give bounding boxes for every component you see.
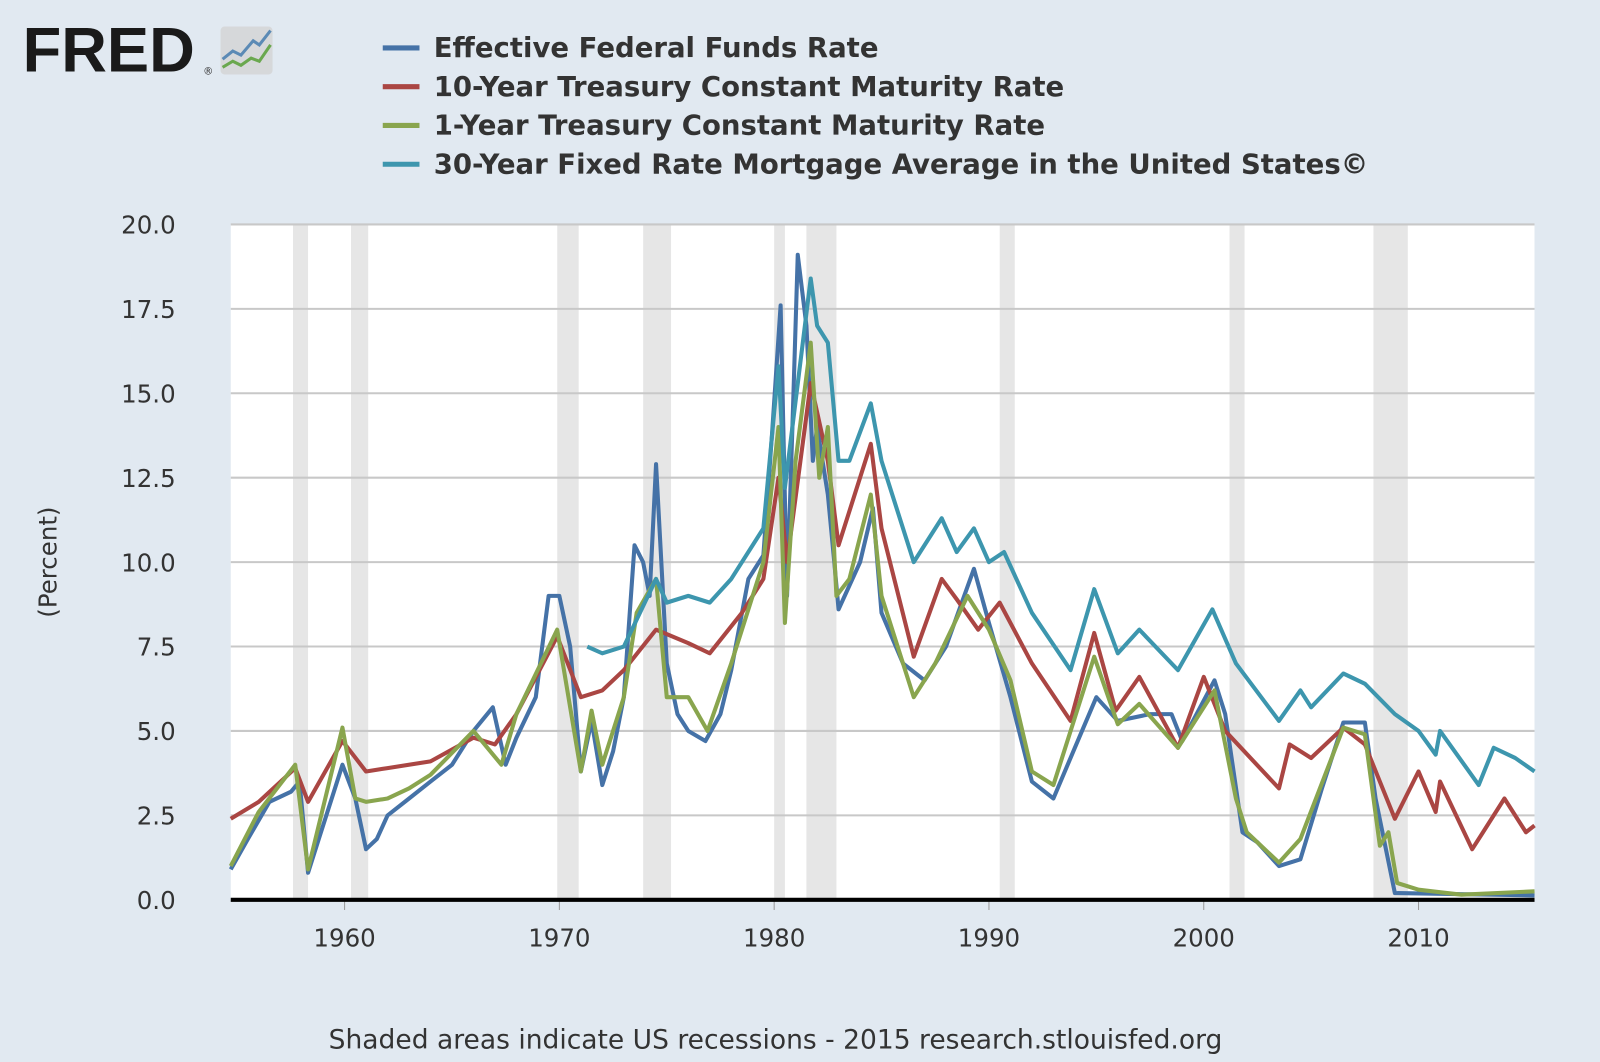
series-line-4 [586, 276, 1536, 788]
legend-label: 30-Year Fixed Rate Mortgage Average in t… [434, 148, 1369, 180]
fred-logo: FRED ® [23, 15, 273, 85]
y-tick-label: 0.0 [137, 886, 176, 915]
y-tick-label: 20.0 [121, 211, 175, 240]
registered-mark: ® [203, 66, 213, 77]
x-tick-label: 2000 [1173, 924, 1235, 953]
series-line-3 [228, 340, 1535, 897]
y-tick-label: 5.0 [137, 717, 176, 746]
x-tick-label: 1990 [958, 924, 1020, 953]
x-tick-label: 1980 [743, 924, 805, 953]
legend: Effective Federal Funds Rate 10-Year Trea… [382, 32, 1369, 180]
y-tick-label: 10.0 [121, 548, 175, 577]
legend-item: 30-Year Fixed Rate Mortgage Average in t… [382, 148, 1369, 180]
chart-logo-icon [220, 26, 273, 75]
logo-text: FRED [23, 15, 195, 85]
y-tick-label: 17.5 [121, 295, 175, 324]
y-tick-label: 7.5 [137, 633, 176, 662]
legend-item: 10-Year Treasury Constant Maturity Rate [382, 71, 1064, 103]
plot-area: 0.0 2.5 5.0 7.5 10.0 12.5 15.0 17.5 20.0 1960 1970… [121, 211, 1536, 953]
x-tick-label: 1970 [528, 924, 590, 953]
legend-label: 10-Year Treasury Constant Maturity Rate [434, 71, 1064, 103]
y-tick-label: 2.5 [137, 802, 176, 831]
x-tick-label: 1960 [313, 924, 375, 953]
legend-label: 1-Year Treasury Constant Maturity Rate [434, 110, 1045, 142]
y-tick-label: 15.0 [121, 379, 175, 408]
footer-note: Shaded areas indicate US recessions - 20… [329, 1025, 1223, 1056]
y-axis-label: (Percent) [33, 507, 62, 618]
y-tick-label: 12.5 [121, 464, 175, 493]
legend-item: 1-Year Treasury Constant Maturity Rate [382, 110, 1045, 142]
legend-label: Effective Federal Funds Rate [434, 32, 879, 64]
legend-item: Effective Federal Funds Rate [382, 32, 879, 64]
x-tick-label: 2010 [1387, 924, 1449, 953]
